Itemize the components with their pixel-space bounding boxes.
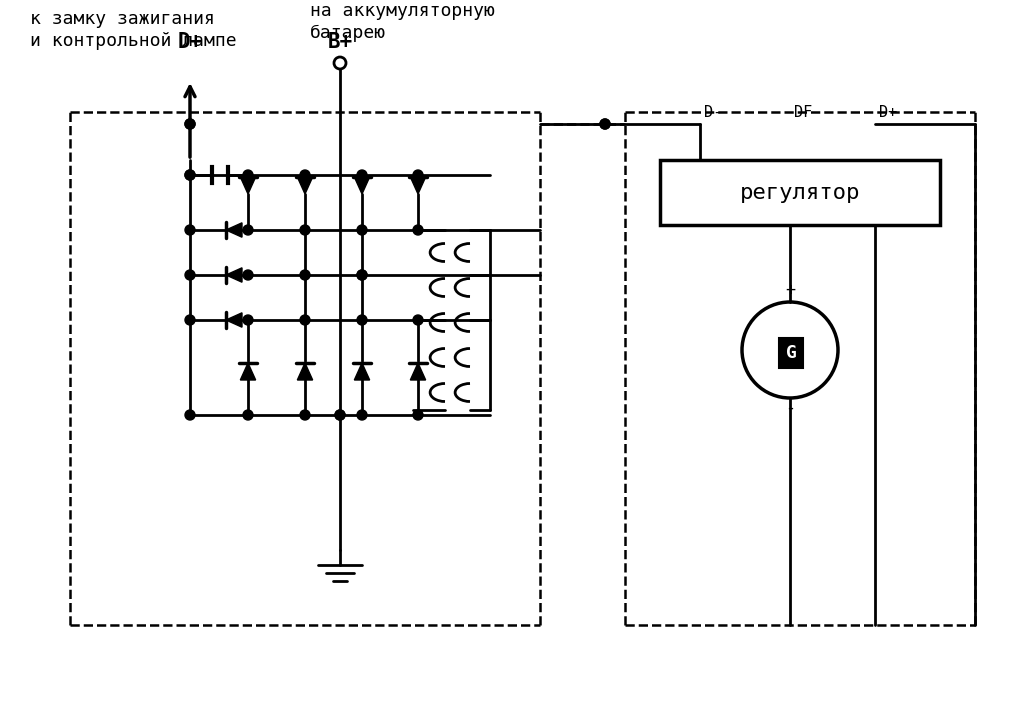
Circle shape — [335, 410, 345, 420]
Polygon shape — [226, 222, 242, 237]
Text: +: + — [785, 281, 795, 299]
Circle shape — [185, 170, 195, 180]
Text: DF: DF — [794, 105, 812, 120]
Text: -: - — [785, 399, 795, 417]
Polygon shape — [354, 177, 370, 194]
Polygon shape — [411, 363, 426, 380]
Polygon shape — [297, 177, 312, 194]
Circle shape — [357, 270, 367, 280]
Polygon shape — [297, 363, 312, 380]
Polygon shape — [241, 177, 256, 194]
Circle shape — [413, 170, 423, 180]
Polygon shape — [241, 363, 256, 380]
Circle shape — [185, 119, 195, 129]
Text: D+: D+ — [879, 105, 897, 120]
Circle shape — [300, 410, 310, 420]
Polygon shape — [226, 268, 242, 282]
Text: и контрольной лампе: и контрольной лампе — [30, 32, 237, 50]
Circle shape — [300, 170, 310, 180]
Circle shape — [413, 225, 423, 235]
Circle shape — [243, 225, 253, 235]
Text: B+: B+ — [328, 32, 352, 52]
Text: D-: D- — [705, 105, 722, 120]
Circle shape — [357, 410, 367, 420]
Circle shape — [357, 170, 367, 180]
Text: батарею: батарею — [310, 24, 386, 42]
Circle shape — [300, 270, 310, 280]
Text: регулятор: регулятор — [739, 182, 860, 202]
Circle shape — [185, 270, 195, 280]
Circle shape — [413, 315, 423, 325]
Polygon shape — [411, 177, 426, 194]
Circle shape — [335, 410, 345, 420]
Bar — [779, 338, 803, 368]
Circle shape — [243, 315, 253, 325]
Text: на аккумуляторную: на аккумуляторную — [310, 2, 495, 20]
Circle shape — [413, 410, 423, 420]
Circle shape — [357, 315, 367, 325]
Circle shape — [243, 270, 253, 280]
Text: к замку зажигания: к замку зажигания — [30, 10, 215, 28]
Polygon shape — [226, 312, 242, 327]
Circle shape — [357, 270, 367, 280]
Circle shape — [243, 170, 253, 180]
Circle shape — [357, 225, 367, 235]
Circle shape — [300, 225, 310, 235]
Polygon shape — [354, 363, 370, 380]
Circle shape — [185, 410, 195, 420]
Circle shape — [185, 225, 195, 235]
Circle shape — [243, 410, 253, 420]
Circle shape — [300, 315, 310, 325]
Text: G: G — [785, 344, 797, 362]
Circle shape — [600, 119, 610, 129]
Bar — [660, 160, 940, 225]
Circle shape — [185, 170, 195, 180]
Circle shape — [185, 119, 195, 129]
Circle shape — [185, 315, 195, 325]
Text: D+: D+ — [177, 32, 203, 52]
Circle shape — [600, 119, 610, 129]
